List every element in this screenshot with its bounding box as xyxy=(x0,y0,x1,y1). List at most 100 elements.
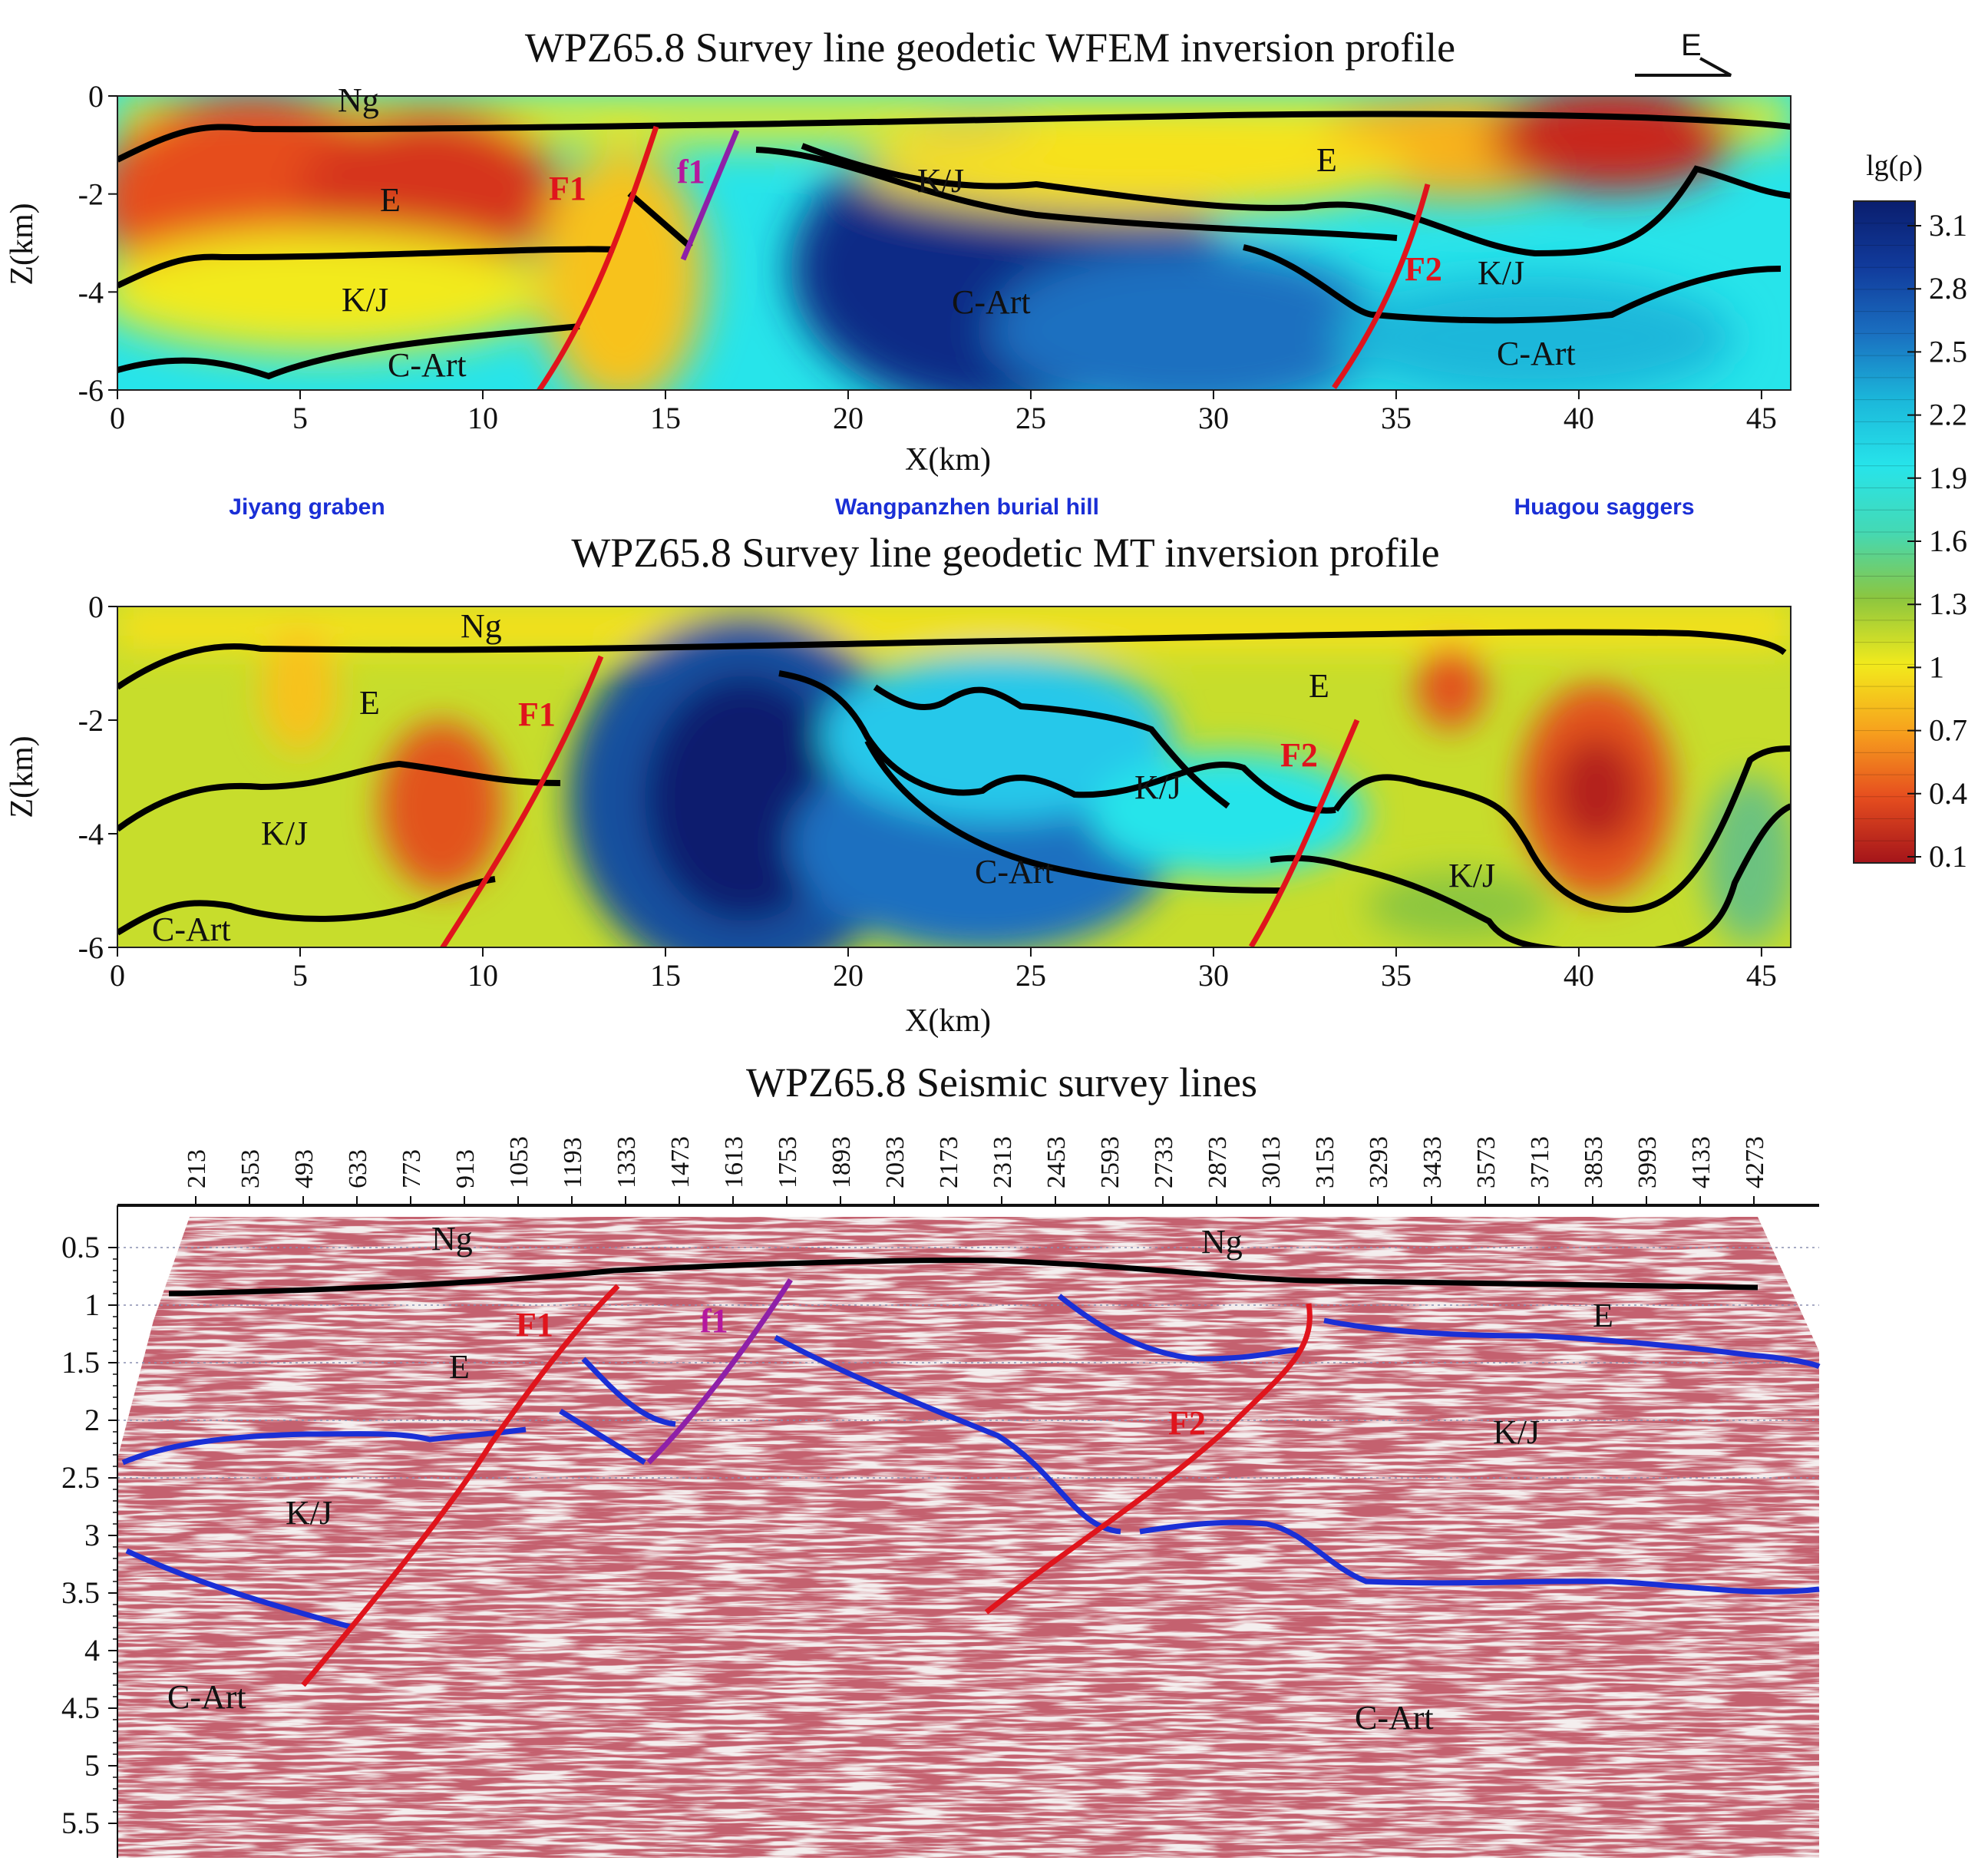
seismic-time-ticks: 0.5 1 1.5 2 2.5 3 3.5 4 4.5 5 5.5 xyxy=(61,1230,117,1840)
mt-y-ticks: 0 -2 -4 -6 xyxy=(78,590,117,965)
mt-unit-kj-right: K/J xyxy=(1448,857,1495,894)
x-tick-label: 25 xyxy=(1015,958,1046,993)
seismic-panel: WPZ65.8 Seismic survey lines xyxy=(61,1059,1821,1858)
wfem-unit-cart-right: C-Art xyxy=(1497,335,1576,372)
time-tick-label: 3 xyxy=(84,1518,100,1552)
x-tick-label: 40 xyxy=(1564,401,1594,435)
y-tick-label: -2 xyxy=(78,703,104,738)
wfem-fault-f2: F2 xyxy=(1405,250,1442,288)
cdp-tick-label: 1893 xyxy=(827,1136,856,1188)
cdp-tick-label: 3993 xyxy=(1633,1136,1662,1188)
cdp-tick-label: 2593 xyxy=(1096,1136,1124,1188)
wfem-y-ticks: 0 -2 -4 -6 xyxy=(78,79,117,408)
time-tick-label: 2.5 xyxy=(61,1460,100,1495)
cdp-tick-label: 3433 xyxy=(1418,1136,1447,1188)
cdp-tick-label: 1053 xyxy=(505,1136,533,1188)
wfem-plot-frame xyxy=(117,95,1792,391)
x-tick-label: 25 xyxy=(1015,401,1046,435)
y-tick-label: 0 xyxy=(88,79,104,114)
direction-label: E xyxy=(1681,28,1702,62)
direction-arrow xyxy=(1635,57,1732,77)
cdp-tick-label: 913 xyxy=(451,1149,480,1188)
wfem-unit-kj-mid: K/J xyxy=(917,162,964,200)
cdp-tick-label: 3153 xyxy=(1311,1136,1339,1188)
direction-indicator: E xyxy=(1635,28,1732,77)
mt-unit-e-right: E xyxy=(1309,667,1329,705)
mt-unit-kj-mid: K/J xyxy=(1134,768,1181,806)
x-tick-label: 5 xyxy=(292,958,308,993)
wfem-unit-e-left: E xyxy=(380,181,401,219)
cdp-tick-label: 2733 xyxy=(1150,1136,1178,1188)
time-tick-label: 4.5 xyxy=(61,1691,100,1725)
time-tick-label: 5.5 xyxy=(61,1806,100,1840)
wfem-title: WPZ65.8 Survey line geodetic WFEM invers… xyxy=(525,25,1455,71)
colorbar-tick-label: 1.9 xyxy=(1929,461,1967,495)
seismic-unit-cart-left: C-Art xyxy=(167,1678,246,1716)
colorbar-label: lg(ρ) xyxy=(1866,150,1923,182)
region-huagou-saggers: Huagou saggers xyxy=(1514,494,1694,520)
seismic-fault-f1-minor: f1 xyxy=(700,1302,728,1340)
seismic-unit-e-left: E xyxy=(449,1348,470,1386)
seismic-gridlines xyxy=(117,1247,1819,1479)
mt-x-axis-label: X(km) xyxy=(905,1003,991,1039)
wfem-unit-cart-mid: C-Art xyxy=(952,283,1031,321)
cdp-tick-label: 4273 xyxy=(1741,1136,1769,1188)
mt-fault-f1: F1 xyxy=(518,696,556,733)
x-tick-label: 20 xyxy=(833,958,864,993)
colorbar-tick-label: 0.1 xyxy=(1929,839,1967,874)
y-tick-label: -4 xyxy=(78,817,104,851)
time-tick-label: 2 xyxy=(84,1403,100,1437)
mt-x-ticks: 0 5 10 15 20 25 30 35 40 45 xyxy=(110,947,1777,993)
cdp-tick-label: 2173 xyxy=(935,1136,963,1188)
x-tick-label: 10 xyxy=(467,401,498,435)
mt-interpretation-lines xyxy=(117,629,1791,947)
x-tick-label: 15 xyxy=(650,401,681,435)
wfem-fault-f1: F1 xyxy=(549,170,586,207)
mt-panel: WPZ65.8 Survey line geodetic MT inversio… xyxy=(5,530,1792,1039)
seismic-cdp-ticks: 213 353 493 633 773 913 1053 1193 1333 1473 1613 17… xyxy=(183,1136,1769,1205)
time-tick-label: 3.5 xyxy=(61,1575,100,1610)
wfem-unit-cart-left: C-Art xyxy=(388,346,467,384)
cdp-tick-label: 353 xyxy=(236,1149,265,1188)
x-tick-label: 45 xyxy=(1746,401,1777,435)
colorbar-tick-label: 1.6 xyxy=(1929,524,1967,558)
mt-unit-kj-left: K/J xyxy=(261,815,308,852)
x-tick-label: 0 xyxy=(110,401,125,435)
colorbar-tick-label: 0.7 xyxy=(1929,713,1967,748)
colorbar-gradient xyxy=(1853,200,1916,864)
time-tick-label: 4 xyxy=(84,1633,100,1667)
cdp-tick-label: 633 xyxy=(344,1149,372,1188)
x-tick-label: 0 xyxy=(110,958,125,993)
wfem-unit-kj-right: K/J xyxy=(1478,254,1524,292)
y-tick-label: -6 xyxy=(78,373,104,408)
time-tick-label: 1.5 xyxy=(61,1345,100,1380)
region-jiyang-graben: Jiyang graben xyxy=(229,494,385,520)
seismic-unit-cart-right: C-Art xyxy=(1355,1699,1434,1737)
wfem-unit-ng: Ng xyxy=(338,81,379,119)
seismic-fault-f2: F2 xyxy=(1168,1404,1206,1442)
cdp-tick-label: 3013 xyxy=(1257,1136,1286,1188)
seismic-fault-f1: F1 xyxy=(516,1306,553,1344)
seismic-unit-ng-left: Ng xyxy=(431,1220,473,1258)
time-tick-label: 5 xyxy=(84,1748,100,1783)
seismic-unit-ng-right: Ng xyxy=(1201,1223,1243,1261)
colorbar-tick-label: 3.1 xyxy=(1929,208,1967,243)
x-tick-label: 40 xyxy=(1564,958,1594,993)
cdp-tick-label: 1193 xyxy=(559,1137,587,1188)
seismic-section xyxy=(117,1217,1819,1858)
x-tick-label: 5 xyxy=(292,401,308,435)
time-tick-label: 0.5 xyxy=(61,1230,100,1264)
mt-y-axis-label: Z(km) xyxy=(5,735,40,818)
time-tick-label: 1 xyxy=(84,1287,100,1322)
cdp-tick-label: 1753 xyxy=(774,1136,802,1188)
mt-unit-e-left: E xyxy=(359,684,380,722)
y-tick-label: -6 xyxy=(78,930,104,965)
x-tick-label: 30 xyxy=(1198,958,1229,993)
cdp-tick-label: 3293 xyxy=(1365,1136,1393,1188)
x-tick-label: 45 xyxy=(1746,958,1777,993)
cdp-tick-label: 2033 xyxy=(881,1136,910,1188)
wfem-fault-f1-minor: f1 xyxy=(677,153,705,190)
wfem-x-axis-label: X(km) xyxy=(905,442,991,478)
cdp-tick-label: 773 xyxy=(398,1149,426,1188)
cdp-tick-label: 2313 xyxy=(989,1136,1017,1188)
